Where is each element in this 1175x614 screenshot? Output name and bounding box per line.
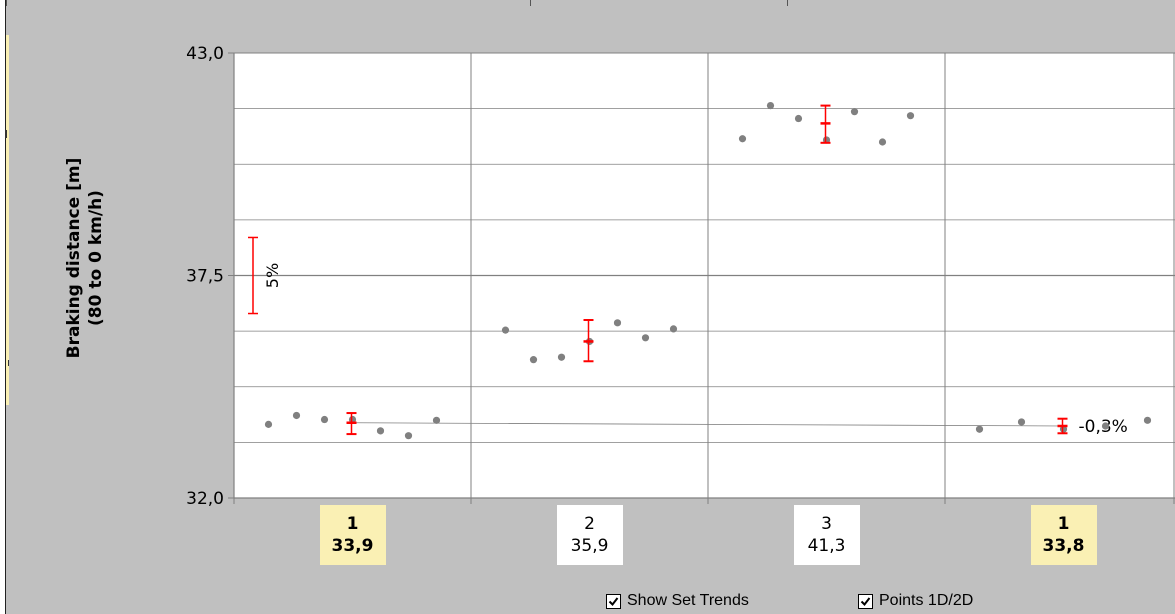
checkmark-icon <box>860 596 871 606</box>
scale-bar-label: 5% <box>263 263 282 288</box>
category-set-number: 2 <box>584 514 595 534</box>
data-point <box>766 101 775 110</box>
category-set-number: 1 <box>1057 514 1070 534</box>
data-points <box>264 101 1152 440</box>
category-set-number: 3 <box>821 514 832 534</box>
braking-distance-chart: 43,037,532,0 -0,3% 5% <box>186 44 1175 509</box>
data-point <box>404 432 413 440</box>
data-point <box>264 420 273 428</box>
y-tick-labels: 43,0 37,5 32,0 <box>186 44 224 509</box>
data-point <box>432 416 441 424</box>
data-point <box>529 356 538 364</box>
data-point <box>738 135 747 143</box>
points-1d-2d-checkbox[interactable] <box>858 593 873 609</box>
checkmark-icon <box>608 596 619 606</box>
data-point <box>669 325 678 333</box>
category-label: 3 41,3 <box>793 505 860 565</box>
category-label: 1 33,9 <box>319 505 386 565</box>
data-point <box>557 353 566 361</box>
data-point <box>501 326 510 334</box>
grid-lines <box>234 52 1175 498</box>
data-point <box>878 138 887 146</box>
data-point <box>320 415 329 424</box>
y-tick-label: 43,0 <box>186 44 224 64</box>
category-mean: 33,8 <box>1042 536 1085 556</box>
data-point <box>850 108 859 116</box>
scale-bar: 5% <box>248 236 282 315</box>
trend-line <box>352 422 1064 427</box>
y-tick-label: 32,0 <box>186 489 224 509</box>
data-point <box>1017 418 1026 426</box>
data-point <box>906 112 915 120</box>
category-set-number: 1 <box>346 514 359 534</box>
left-frame-border <box>0 0 6 614</box>
show-set-trends-checkbox[interactable] <box>606 593 621 609</box>
data-point <box>1143 416 1152 424</box>
points-1d-2d-toggle[interactable]: Points 1D/2D <box>858 590 973 612</box>
error-bars <box>346 104 1068 436</box>
show-set-trends-toggle[interactable]: Show Set Trends <box>606 590 749 612</box>
category-label: 1 33,8 <box>1030 505 1097 565</box>
data-point <box>641 334 650 342</box>
data-point <box>1101 422 1110 430</box>
category-mean: 33,9 <box>331 536 374 556</box>
top-edge-ticks <box>0 0 1175 10</box>
data-point <box>613 319 622 327</box>
category-label: 2 35,9 <box>556 505 623 565</box>
data-point <box>376 427 385 435</box>
points-1d-2d-label: Points 1D/2D <box>879 592 974 609</box>
data-point <box>822 136 831 144</box>
show-set-trends-label: Show Set Trends <box>627 592 749 609</box>
left-edge-strip <box>6 35 9 405</box>
category-mean: 35,9 <box>570 536 609 556</box>
left-edge-mark <box>5 130 7 138</box>
data-point <box>1059 425 1068 433</box>
y-tick-label: 37,5 <box>186 267 224 287</box>
data-point <box>794 114 803 123</box>
data-point <box>975 425 984 433</box>
data-point <box>348 415 357 424</box>
data-point <box>292 411 301 420</box>
category-mean: 41,3 <box>807 536 846 556</box>
left-edge-mark <box>5 360 9 366</box>
axis-lines <box>228 52 1175 504</box>
